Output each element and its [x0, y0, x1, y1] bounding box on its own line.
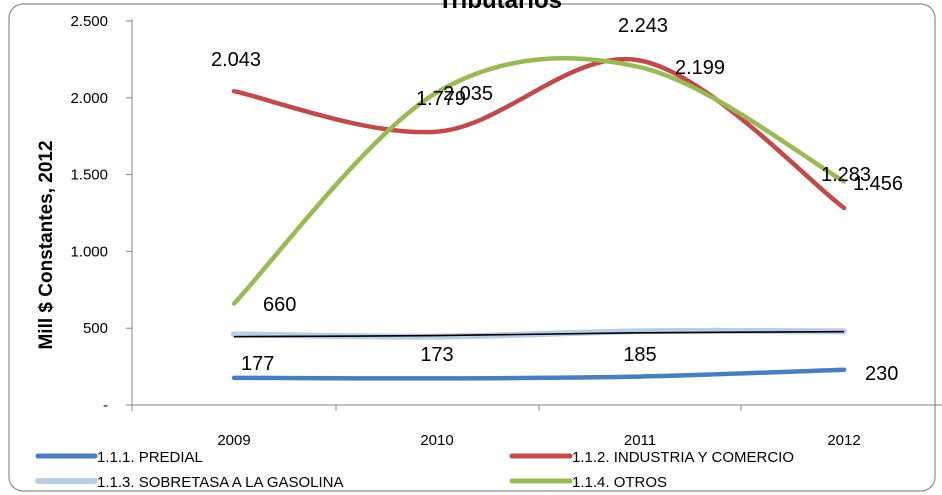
- data-label: 2.043: [211, 49, 261, 71]
- y-tick-label: 500: [83, 320, 108, 337]
- y-tick-label: 1.500: [70, 167, 108, 184]
- x-tick-label: 2012: [827, 432, 860, 449]
- legend-label: 1.1.1. PREDIAL: [97, 449, 203, 466]
- y-tick-label: 2.000: [70, 90, 108, 107]
- y-tick-label: -: [103, 397, 108, 414]
- series-line-2: [231, 56, 847, 211]
- chart-title: Tributarios: [438, 0, 562, 14]
- data-label: 230: [865, 363, 898, 385]
- data-label: 173: [420, 344, 453, 366]
- data-label: 2.199: [675, 57, 725, 79]
- data-label: 177: [241, 353, 274, 375]
- data-label: 2.035: [443, 83, 493, 105]
- data-label: 1.456: [853, 173, 903, 195]
- legend-label: 1.1.4. OTROS: [572, 474, 667, 491]
- series-line-1: [231, 367, 847, 381]
- legend-label: 1.1.2. INDUSTRIA Y COMERCIO: [572, 449, 794, 466]
- series-line-4: [231, 56, 847, 306]
- x-tick-label: 2010: [420, 432, 453, 449]
- data-label: 1.779: [416, 88, 466, 110]
- y-tick-label: 2.500: [70, 13, 108, 30]
- chart-border: [8, 3, 936, 492]
- y-tick-label: 1.000: [70, 243, 108, 260]
- y-axis-title: Mill $ Constantes, 2012: [36, 140, 57, 349]
- x-tick-label: 2011: [624, 432, 656, 449]
- thin-black-line: [233, 330, 845, 338]
- data-label: 185: [623, 344, 656, 366]
- x-tick-label: 2009: [217, 432, 250, 449]
- data-label: 660: [263, 294, 296, 316]
- data-label: 2.243: [618, 15, 668, 37]
- legend-label: 1.1.3. SOBRETASA A LA GASOLINA: [97, 474, 344, 491]
- data-label: 1.283: [821, 164, 871, 186]
